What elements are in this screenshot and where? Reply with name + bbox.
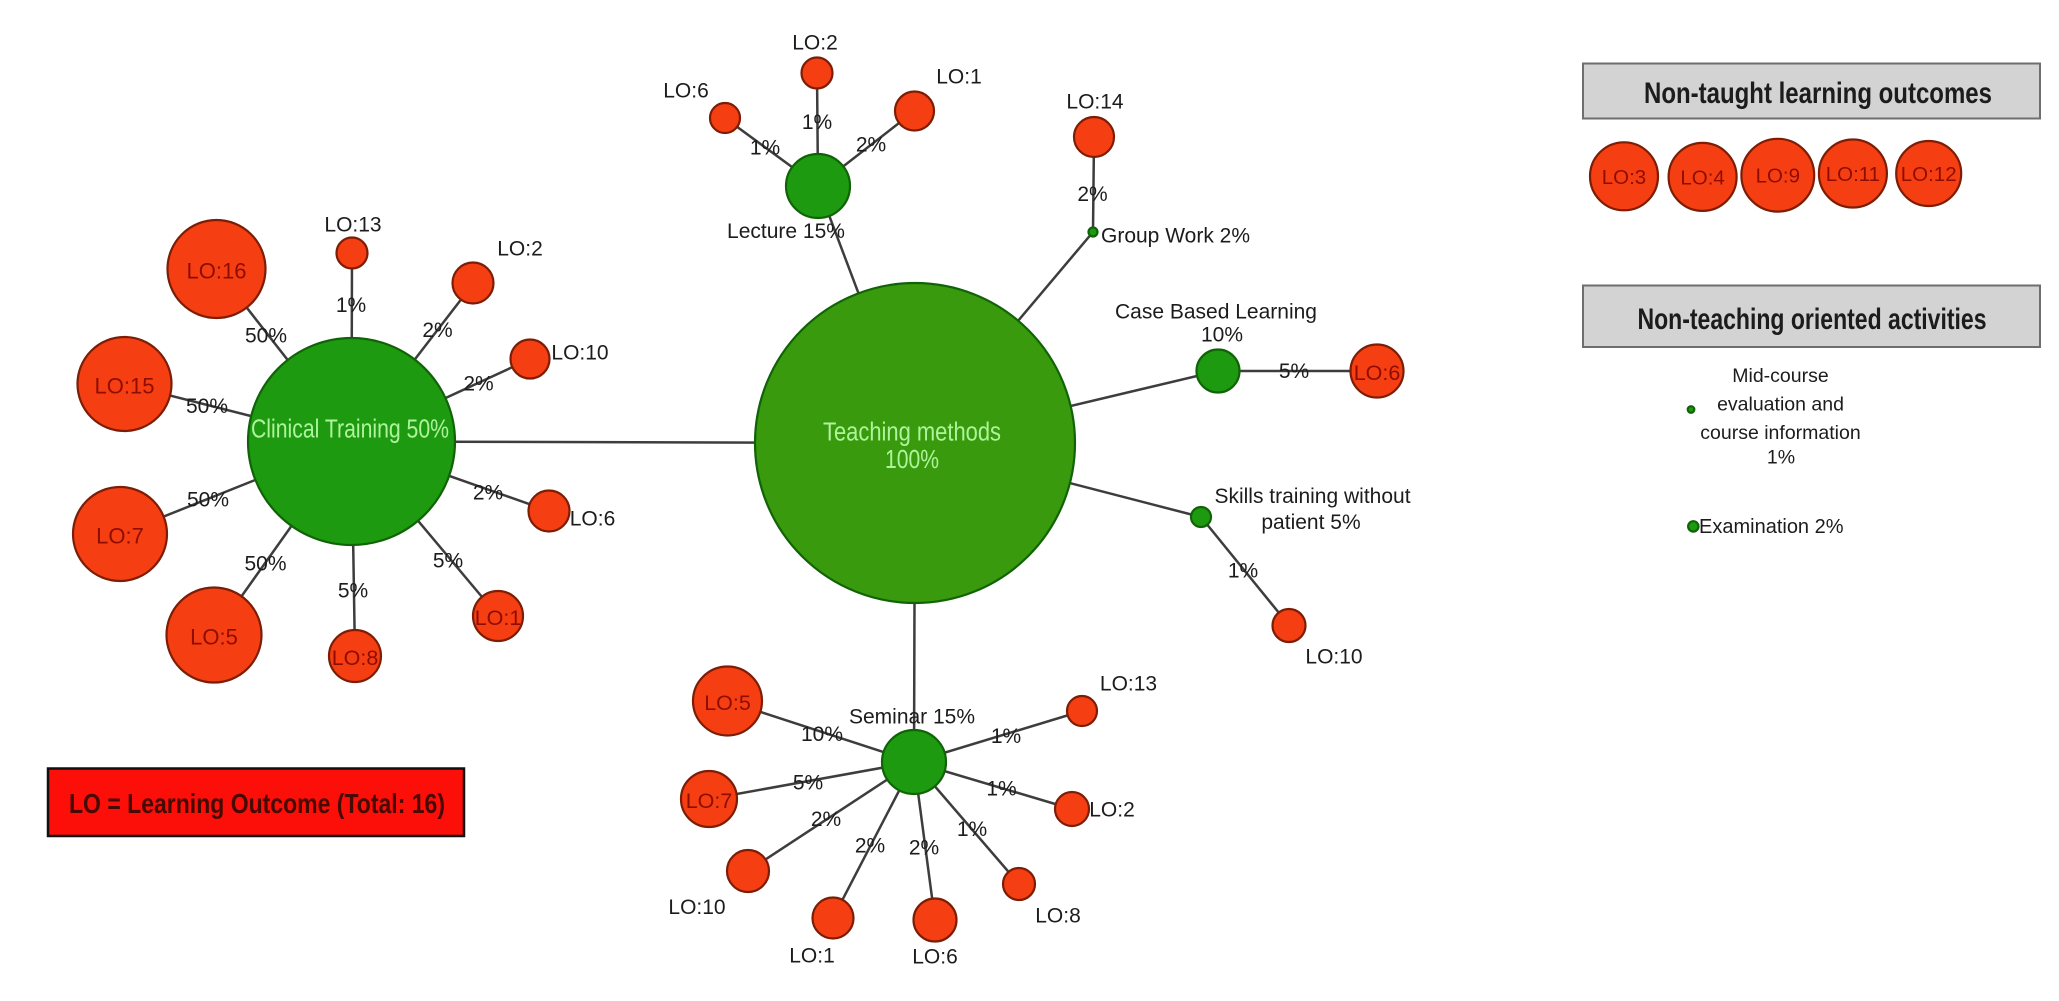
svg-text:1%: 1% — [1228, 560, 1258, 583]
svg-text:LO:1: LO:1 — [475, 606, 522, 630]
svg-text:LO:15: LO:15 — [95, 374, 155, 399]
svg-text:LO:1: LO:1 — [789, 945, 835, 968]
svg-text:50%: 50% — [187, 489, 229, 512]
svg-text:LO:8: LO:8 — [332, 646, 379, 670]
svg-text:5%: 5% — [1279, 360, 1309, 383]
svg-text:2%: 2% — [463, 373, 493, 396]
svg-text:LO:2: LO:2 — [1089, 799, 1135, 822]
svg-text:Non-taught learning outcomes: Non-taught learning outcomes — [1644, 77, 1992, 110]
svg-text:Lecture 15%: Lecture 15% — [727, 220, 845, 243]
svg-text:LO:11: LO:11 — [1826, 163, 1880, 186]
svg-text:2%: 2% — [811, 808, 841, 831]
svg-text:LO:2: LO:2 — [792, 32, 838, 55]
svg-text:Case Based Learning: Case Based Learning — [1115, 301, 1317, 324]
svg-text:Group Work 2%: Group Work 2% — [1101, 225, 1250, 248]
svg-text:LO:7: LO:7 — [96, 524, 144, 549]
svg-text:Teaching methods: Teaching methods — [823, 419, 1001, 447]
svg-text:2%: 2% — [422, 319, 452, 342]
svg-text:2%: 2% — [855, 835, 885, 858]
svg-text:10%: 10% — [801, 723, 843, 746]
svg-text:5%: 5% — [793, 772, 823, 795]
svg-text:2%: 2% — [1077, 183, 1107, 206]
svg-text:LO:4: LO:4 — [1680, 166, 1724, 189]
svg-text:1%: 1% — [802, 111, 832, 134]
svg-text:course information: course information — [1700, 422, 1860, 444]
svg-text:LO:5: LO:5 — [704, 691, 751, 715]
svg-text:LO:16: LO:16 — [187, 259, 247, 284]
svg-text:2%: 2% — [856, 134, 886, 157]
svg-text:Clinical Training 50%: Clinical Training 50% — [251, 416, 449, 444]
svg-text:LO:5: LO:5 — [190, 625, 238, 650]
svg-text:LO = Learning Outcome (Total:: LO = Learning Outcome (Total: 16) — [69, 788, 445, 819]
svg-text:2%: 2% — [473, 482, 503, 505]
svg-text:patient 5%: patient 5% — [1261, 511, 1360, 534]
svg-text:LO:9: LO:9 — [1756, 165, 1800, 188]
svg-text:Seminar 15%: Seminar 15% — [849, 706, 975, 729]
svg-text:50%: 50% — [186, 395, 228, 418]
svg-text:5%: 5% — [433, 550, 463, 573]
svg-text:LO:6: LO:6 — [663, 80, 709, 103]
svg-text:50%: 50% — [245, 325, 287, 348]
svg-text:LO:6: LO:6 — [570, 508, 616, 531]
svg-text:1%: 1% — [986, 778, 1016, 801]
svg-text:50%: 50% — [244, 553, 286, 576]
svg-text:Skills training without: Skills training without — [1214, 485, 1410, 508]
svg-text:LO:6: LO:6 — [1354, 361, 1401, 385]
svg-text:LO:14: LO:14 — [1066, 91, 1124, 114]
svg-text:Mid-course: Mid-course — [1732, 365, 1828, 387]
svg-text:Non-teaching oriented activiti: Non-teaching oriented activities — [1638, 303, 1987, 336]
svg-text:LO:13: LO:13 — [1100, 673, 1157, 696]
svg-text:LO:8: LO:8 — [1035, 905, 1081, 928]
svg-text:LO:10: LO:10 — [1305, 646, 1362, 669]
svg-text:LO:6: LO:6 — [912, 946, 958, 969]
svg-text:1%: 1% — [336, 294, 366, 317]
svg-text:LO:10: LO:10 — [551, 342, 608, 365]
svg-text:Examination 2%: Examination 2% — [1699, 516, 1844, 538]
svg-text:evaluation and: evaluation and — [1717, 394, 1844, 416]
svg-text:LO:10: LO:10 — [668, 896, 725, 919]
svg-text:5%: 5% — [338, 580, 368, 603]
svg-text:LO:7: LO:7 — [686, 789, 733, 813]
svg-text:1%: 1% — [957, 818, 987, 841]
svg-text:LO:13: LO:13 — [324, 214, 381, 237]
svg-text:1%: 1% — [991, 725, 1021, 748]
svg-text:2%: 2% — [909, 837, 939, 860]
svg-text:1%: 1% — [750, 137, 780, 160]
svg-text:LO:3: LO:3 — [1602, 166, 1646, 189]
svg-text:100%: 100% — [885, 446, 939, 474]
svg-text:LO:1: LO:1 — [936, 66, 982, 89]
svg-text:1%: 1% — [1767, 447, 1795, 469]
svg-text:LO:12: LO:12 — [1901, 163, 1957, 186]
svg-text:LO:2: LO:2 — [497, 238, 543, 261]
svg-text:10%: 10% — [1201, 324, 1243, 347]
